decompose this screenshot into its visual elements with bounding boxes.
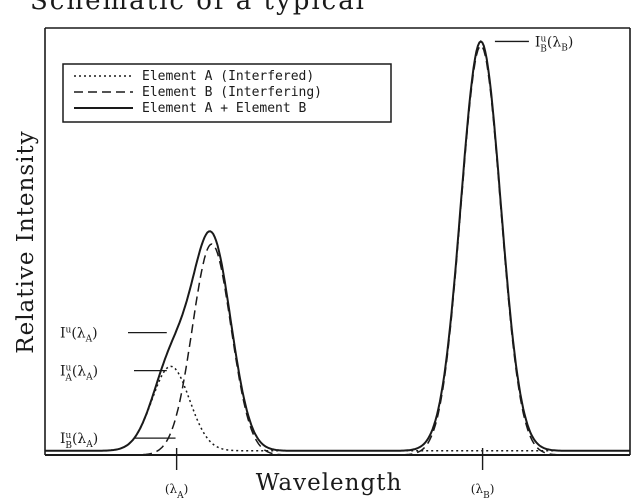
legend-label-3: Element A + Element B — [142, 101, 307, 116]
legend: Element A (Interfered)Element B (Interfe… — [62, 63, 392, 123]
annotation-label-3: Iu B(λA) — [60, 431, 98, 451]
annotation-label-2: Iu A(λA) — [60, 364, 98, 384]
x-tick-label-2: (λB) — [471, 482, 495, 498]
legend-box — [62, 63, 392, 123]
chart-curves — [45, 40, 630, 456]
chart-title: Schematic of a typical — [30, 0, 367, 16]
legend-label-2: Element B (Interfering) — [142, 85, 322, 100]
series-line-3 — [45, 40, 630, 452]
annotation-3: Iu B(λA) — [60, 431, 176, 451]
legend-label-1: Element A (Interfered) — [142, 69, 314, 84]
annotation-4: Iu B(λB) — [494, 34, 573, 54]
annotation-2: Iu A(λA) — [60, 364, 167, 384]
x-axis-label: Wavelength — [256, 470, 403, 496]
series-line-1 — [45, 365, 630, 452]
annotation-1: Iu(λA) — [60, 326, 167, 345]
x-ticks: (λA) (λB) — [165, 448, 495, 498]
annotation-label-1: Iu(λA) — [60, 326, 98, 345]
x-tick-label-1: (λA) — [165, 482, 188, 498]
annotation-label-4: Iu B(λB) — [535, 34, 573, 54]
series-line-2 — [45, 44, 630, 456]
y-axis-label: Relative Intensity — [13, 130, 39, 353]
